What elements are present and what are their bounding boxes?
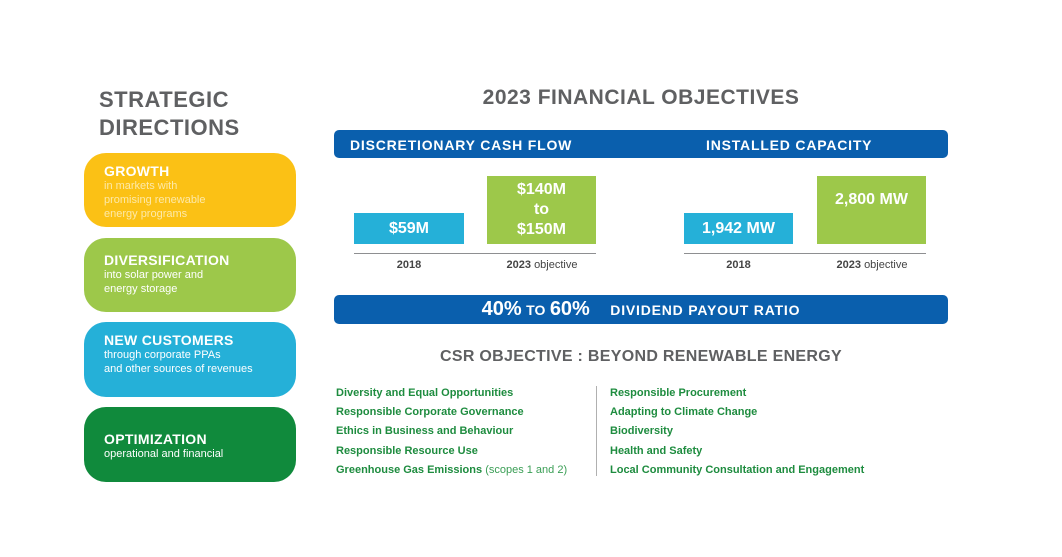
csr-item: Responsible Procurement: [610, 387, 747, 399]
direction-text: and other sources of revenues: [104, 363, 253, 375]
csr-list-left: Diversity and Equal Opportunities Respon…: [336, 384, 567, 480]
csr-item: Health and Safety: [610, 444, 703, 457]
value-label: to: [533, 201, 550, 218]
capacity-label: INSTALLED CAPACITY: [706, 137, 873, 153]
suffix: objective: [534, 259, 578, 271]
x-label-2023: 2023 objective: [810, 259, 934, 271]
x-label-2018: 2018: [354, 259, 464, 271]
csr-title: CSR OBJECTIVE : BEYOND RENEWABLE ENERGY: [440, 348, 842, 365]
direction-text: through corporate PPAs: [104, 349, 221, 361]
direction-growth: GROWTH in markets with promising renewab…: [84, 153, 296, 227]
value-label: 1,942 MW: [702, 219, 775, 237]
value-label: $140M: [517, 181, 566, 198]
dividend-high: 60%: [549, 298, 590, 320]
csr-item: Responsible Resource Use: [336, 444, 478, 457]
direction-heading: DIVERSIFICATION: [104, 252, 230, 268]
direction-optimization: OPTIMIZATION operational and financial: [84, 407, 296, 482]
dividend-low: 40%: [481, 298, 522, 320]
value-label: $150M: [517, 221, 566, 238]
direction-text: operational and financial: [104, 448, 224, 460]
csr-item: Adapting to Climate Change: [610, 406, 758, 419]
cash-flow-label: DISCRETIONARY CASH FLOW: [350, 137, 573, 153]
year: 2023: [506, 259, 531, 271]
direction-text: promising renewable: [104, 194, 206, 206]
direction-text: into solar power and: [104, 269, 204, 281]
value-label: $59M: [388, 219, 430, 237]
csr-item: Biodiversity: [610, 425, 673, 438]
csr-item: Diversity and Equal Opportunities: [336, 387, 514, 399]
metrics-header-bar: DISCRETIONARY CASH FLOW INSTALLED CAPACI…: [334, 130, 948, 158]
x-label-2018: 2018: [684, 259, 793, 271]
csr-item-note: (scopes 1 and 2): [485, 463, 568, 476]
year: 2023: [836, 259, 861, 271]
direction-text: in markets with: [104, 180, 178, 192]
year: 2018: [396, 259, 422, 271]
suffix: objective: [864, 259, 908, 271]
x-label-2023: 2023 objective: [480, 259, 604, 271]
capacity-axis: [684, 253, 926, 254]
dividend-to: TO: [526, 302, 546, 318]
strategic-directions-title: STRATEGIC DIRECTIONS: [99, 86, 240, 142]
csr-item-text: Greenhouse Gas Emissions: [336, 463, 483, 476]
csr-item: Responsible Corporate Governance: [336, 406, 524, 419]
direction-text: energy storage: [104, 283, 178, 295]
csr-item: Ethics in Business and Behaviour: [336, 425, 514, 438]
capacity-2018-bar: 1,942 MW: [684, 213, 793, 244]
direction-heading: NEW CUSTOMERS: [104, 332, 234, 348]
value-label: 2,800 MW: [835, 191, 908, 208]
direction-new-customers: NEW CUSTOMERS through corporate PPAs and…: [84, 322, 296, 397]
direction-text: energy programs: [104, 208, 188, 220]
dividend-bar: 40% TO 60% DIVIDEND PAYOUT RATIO: [334, 295, 948, 324]
direction-diversification: DIVERSIFICATION into solar power and ene…: [84, 238, 296, 312]
direction-heading: GROWTH: [104, 163, 170, 179]
title-line-2: DIRECTIONS: [99, 115, 240, 140]
direction-heading: OPTIMIZATION: [104, 431, 207, 447]
csr-item: Greenhouse Gas Emissions (scopes 1 and 2…: [336, 461, 567, 480]
dividend-label: DIVIDEND PAYOUT RATIO: [610, 302, 801, 318]
cash-flow-2023-bar: $140M to $150M: [487, 176, 596, 244]
financial-objectives-title: 2023 FINANCIAL OBJECTIVES: [482, 86, 800, 109]
csr-list-right: Responsible Procurement Adapting to Clim…: [610, 384, 864, 480]
cash-flow-axis: [354, 253, 596, 254]
csr-item: Local Community Consultation and Engagem…: [610, 463, 865, 476]
capacity-2023-bar: 2,800 MW: [817, 176, 926, 244]
csr-divider: [596, 386, 597, 476]
year: 2018: [726, 259, 751, 271]
cash-flow-2018-bar: $59M: [354, 213, 464, 244]
title-line-1: STRATEGIC: [99, 87, 229, 112]
